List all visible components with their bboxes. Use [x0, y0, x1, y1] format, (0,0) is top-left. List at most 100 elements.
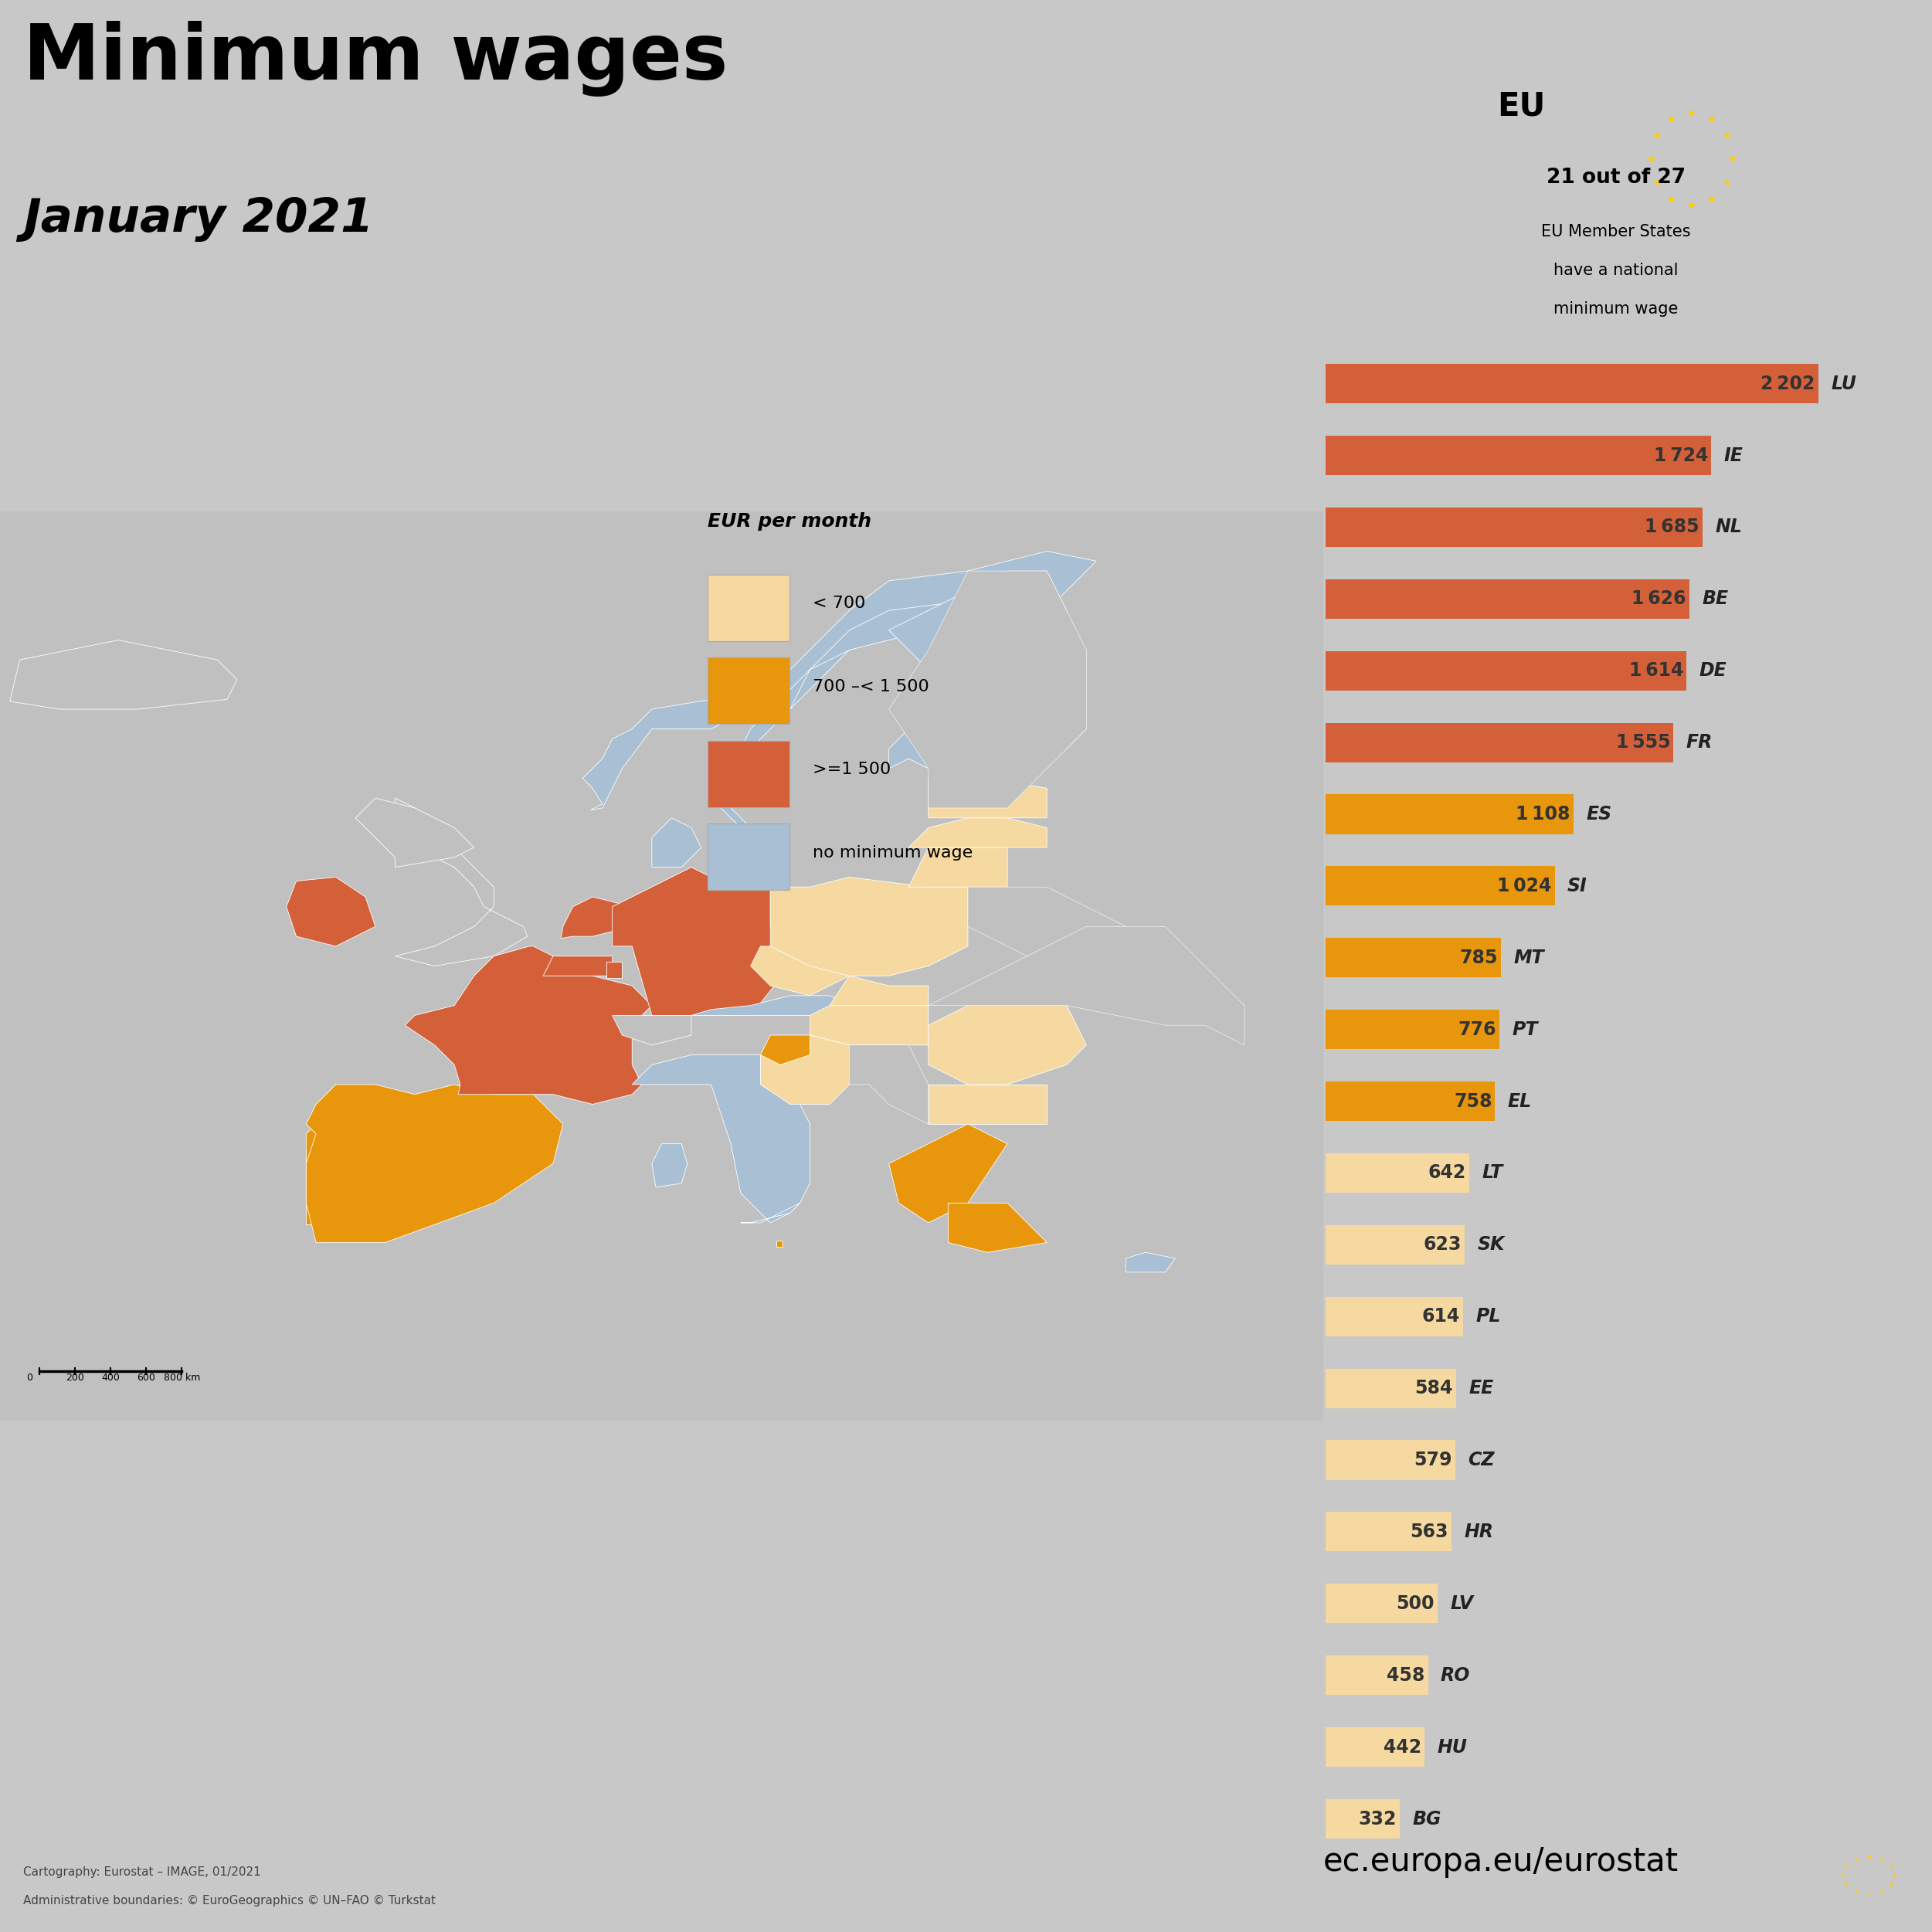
Polygon shape: [908, 817, 1047, 848]
Text: MT: MT: [1515, 949, 1544, 968]
Text: 200: 200: [66, 1374, 85, 1383]
Text: PL: PL: [1476, 1308, 1501, 1325]
Text: 700 –< 1 500: 700 –< 1 500: [811, 678, 929, 694]
Polygon shape: [740, 1204, 800, 1223]
Text: 442: 442: [1383, 1737, 1422, 1756]
Text: EU Member States: EU Member States: [1542, 224, 1690, 240]
Bar: [1325, 1584, 1437, 1623]
Text: 2 202: 2 202: [1760, 375, 1816, 392]
Bar: [1325, 937, 1501, 978]
Polygon shape: [607, 962, 622, 978]
Bar: [1325, 794, 1573, 835]
Polygon shape: [929, 1005, 1086, 1084]
Text: 623: 623: [1424, 1235, 1463, 1254]
Bar: [1325, 1439, 1455, 1480]
Text: HR: HR: [1464, 1522, 1493, 1542]
Text: BG: BG: [1412, 1810, 1441, 1828]
Text: EU: EU: [1497, 91, 1546, 122]
Text: 1 555: 1 555: [1615, 732, 1671, 752]
Polygon shape: [721, 848, 744, 864]
Polygon shape: [560, 896, 632, 939]
Polygon shape: [355, 798, 473, 867]
Text: 0: 0: [27, 1374, 33, 1383]
Text: 563: 563: [1410, 1522, 1449, 1542]
Text: EE: EE: [1468, 1379, 1493, 1397]
Text: >=1 500: >=1 500: [811, 761, 891, 777]
Text: DE: DE: [1700, 661, 1727, 680]
Text: LT: LT: [1482, 1163, 1503, 1182]
Text: SK: SK: [1478, 1235, 1505, 1254]
Text: Cartography: Eurostat – IMAGE, 01/2021: Cartography: Eurostat – IMAGE, 01/2021: [23, 1866, 261, 1878]
Bar: [1325, 508, 1702, 547]
Bar: [707, 574, 790, 641]
Text: 600: 600: [137, 1374, 155, 1383]
Polygon shape: [889, 1124, 1007, 1223]
Polygon shape: [850, 1045, 929, 1124]
Bar: [707, 740, 790, 808]
Bar: [1325, 1010, 1499, 1049]
Text: 642: 642: [1428, 1163, 1466, 1182]
Bar: [1325, 1368, 1457, 1408]
Text: IE: IE: [1723, 446, 1743, 466]
Text: 800 km: 800 km: [164, 1374, 201, 1383]
Text: 400: 400: [100, 1374, 120, 1383]
Text: minimum wage: minimum wage: [1553, 301, 1679, 317]
Polygon shape: [305, 1084, 562, 1242]
Polygon shape: [810, 1005, 929, 1045]
Polygon shape: [761, 1036, 810, 1065]
Text: 458: 458: [1387, 1665, 1424, 1685]
Polygon shape: [305, 1124, 355, 1225]
Polygon shape: [0, 373, 1482, 1461]
Text: 758: 758: [1453, 1092, 1492, 1111]
Text: FR: FR: [1687, 732, 1712, 752]
Polygon shape: [929, 779, 1047, 817]
Text: 584: 584: [1414, 1379, 1453, 1397]
Bar: [1325, 435, 1712, 475]
Text: EUR per month: EUR per month: [707, 512, 871, 531]
Text: Minimum wages: Minimum wages: [23, 21, 728, 97]
Text: ec.europa.eu/eurostat: ec.europa.eu/eurostat: [1323, 1845, 1679, 1878]
Text: 1 626: 1 626: [1633, 589, 1687, 609]
Text: January 2021: January 2021: [23, 195, 373, 242]
Bar: [1325, 580, 1689, 618]
Polygon shape: [968, 887, 1126, 966]
Bar: [1325, 1296, 1463, 1337]
Polygon shape: [889, 572, 1086, 769]
Polygon shape: [761, 1036, 869, 1105]
Text: 332: 332: [1358, 1810, 1397, 1828]
Bar: [1325, 1799, 1401, 1839]
Text: 785: 785: [1461, 949, 1497, 968]
Text: 21 out of 27: 21 out of 27: [1546, 168, 1687, 187]
Polygon shape: [406, 947, 651, 1105]
Polygon shape: [777, 1240, 782, 1246]
Text: SI: SI: [1567, 877, 1588, 895]
Text: 776: 776: [1459, 1020, 1495, 1039]
Bar: [1325, 1153, 1468, 1192]
Text: 1 614: 1 614: [1629, 661, 1683, 680]
Bar: [1325, 723, 1673, 761]
Text: 614: 614: [1422, 1308, 1461, 1325]
Polygon shape: [908, 848, 1007, 887]
Text: 1 685: 1 685: [1644, 518, 1700, 537]
Polygon shape: [612, 867, 790, 1016]
Polygon shape: [829, 976, 929, 1016]
Bar: [1325, 1727, 1424, 1766]
Bar: [1325, 1513, 1451, 1551]
Text: have a national: have a national: [1553, 263, 1679, 278]
Text: RO: RO: [1441, 1665, 1470, 1685]
Text: Administrative boundaries: © EuroGeographics © UN–FAO © Turkstat: Administrative boundaries: © EuroGeograp…: [23, 1895, 437, 1907]
Text: CZ: CZ: [1468, 1451, 1493, 1470]
Polygon shape: [0, 373, 1482, 1461]
Polygon shape: [929, 1084, 1047, 1124]
Text: PT: PT: [1513, 1020, 1538, 1039]
Polygon shape: [286, 877, 375, 947]
Text: < 700: < 700: [811, 595, 866, 611]
Polygon shape: [632, 1055, 810, 1223]
Bar: [707, 657, 790, 724]
Polygon shape: [612, 1016, 692, 1045]
Bar: [707, 823, 790, 891]
Polygon shape: [651, 817, 701, 867]
Bar: [1325, 1082, 1495, 1121]
Text: EL: EL: [1507, 1092, 1532, 1111]
Polygon shape: [543, 956, 612, 976]
